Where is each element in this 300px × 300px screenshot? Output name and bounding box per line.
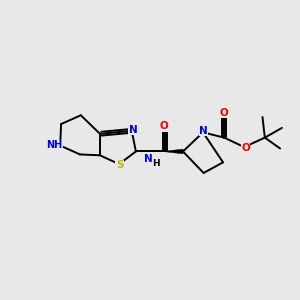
Text: N: N <box>128 125 137 135</box>
Text: N: N <box>144 154 153 164</box>
Polygon shape <box>165 149 183 154</box>
Text: S: S <box>116 160 123 170</box>
Text: N: N <box>199 126 208 136</box>
Text: O: O <box>219 108 228 118</box>
Text: H: H <box>152 159 160 168</box>
Text: O: O <box>241 143 250 153</box>
Text: O: O <box>160 122 169 131</box>
Text: NH: NH <box>46 140 62 150</box>
